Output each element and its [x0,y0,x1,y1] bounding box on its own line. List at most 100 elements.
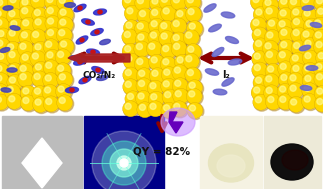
Circle shape [32,7,48,23]
Circle shape [0,65,2,71]
Circle shape [266,64,282,80]
Circle shape [313,61,323,77]
Circle shape [253,19,259,26]
Circle shape [18,72,35,88]
Ellipse shape [78,6,82,10]
Circle shape [7,28,24,44]
Ellipse shape [79,76,91,84]
Circle shape [184,54,200,70]
Circle shape [20,74,26,80]
Circle shape [171,32,187,48]
Circle shape [0,74,10,90]
Circle shape [291,64,307,80]
Circle shape [45,27,61,43]
Circle shape [265,50,281,66]
Ellipse shape [225,36,238,43]
Circle shape [316,7,323,23]
Circle shape [147,42,163,58]
Ellipse shape [92,67,104,73]
Circle shape [173,43,180,50]
Circle shape [278,27,294,43]
Circle shape [0,18,10,34]
Circle shape [164,69,170,75]
Circle shape [17,63,34,79]
Circle shape [288,0,304,12]
Circle shape [265,63,281,79]
Circle shape [9,65,16,71]
Circle shape [290,52,306,68]
Circle shape [5,41,21,57]
Circle shape [174,54,191,70]
Circle shape [122,101,139,117]
Circle shape [35,64,41,70]
Circle shape [8,18,24,34]
Ellipse shape [98,10,102,14]
Circle shape [252,27,268,43]
Ellipse shape [209,24,221,32]
Circle shape [46,62,52,68]
Circle shape [187,21,203,37]
Circle shape [188,9,194,15]
Circle shape [123,53,139,69]
Circle shape [135,0,151,11]
Circle shape [277,7,294,23]
Circle shape [267,32,273,38]
Circle shape [20,0,36,13]
Circle shape [122,29,138,45]
Circle shape [290,6,306,22]
Circle shape [47,18,54,24]
Circle shape [124,21,141,37]
Circle shape [162,79,178,95]
Circle shape [9,96,15,102]
Circle shape [314,30,323,46]
Circle shape [317,0,323,4]
Circle shape [140,11,146,17]
Circle shape [316,50,323,66]
Circle shape [0,63,9,79]
Circle shape [60,41,67,47]
Circle shape [0,95,10,111]
Circle shape [278,39,294,55]
Circle shape [279,62,295,78]
Ellipse shape [306,66,318,70]
Circle shape [18,64,35,80]
Circle shape [147,80,163,96]
Circle shape [303,51,319,67]
Circle shape [251,18,267,34]
Circle shape [17,71,34,87]
Circle shape [7,87,13,93]
Circle shape [33,16,48,32]
Ellipse shape [96,68,100,72]
Circle shape [59,0,65,3]
Circle shape [172,42,188,58]
Circle shape [125,6,141,22]
Circle shape [158,20,174,36]
Bar [264,116,321,189]
Ellipse shape [302,6,314,10]
Circle shape [43,96,59,112]
Circle shape [123,20,140,36]
Circle shape [279,28,295,44]
Circle shape [110,149,138,177]
Circle shape [58,96,74,112]
Circle shape [314,96,323,112]
Circle shape [58,38,74,54]
Circle shape [31,0,47,10]
Circle shape [317,74,323,80]
Circle shape [33,61,49,77]
Circle shape [47,0,53,3]
Circle shape [290,0,297,5]
Circle shape [161,33,167,39]
Circle shape [294,43,300,49]
Circle shape [171,0,187,10]
Circle shape [290,85,296,91]
Ellipse shape [95,30,99,34]
Circle shape [150,83,156,89]
Circle shape [279,40,295,56]
Circle shape [0,52,12,68]
Ellipse shape [69,56,80,60]
Circle shape [152,0,158,4]
Circle shape [44,74,60,89]
Circle shape [0,94,9,110]
Circle shape [20,65,26,71]
